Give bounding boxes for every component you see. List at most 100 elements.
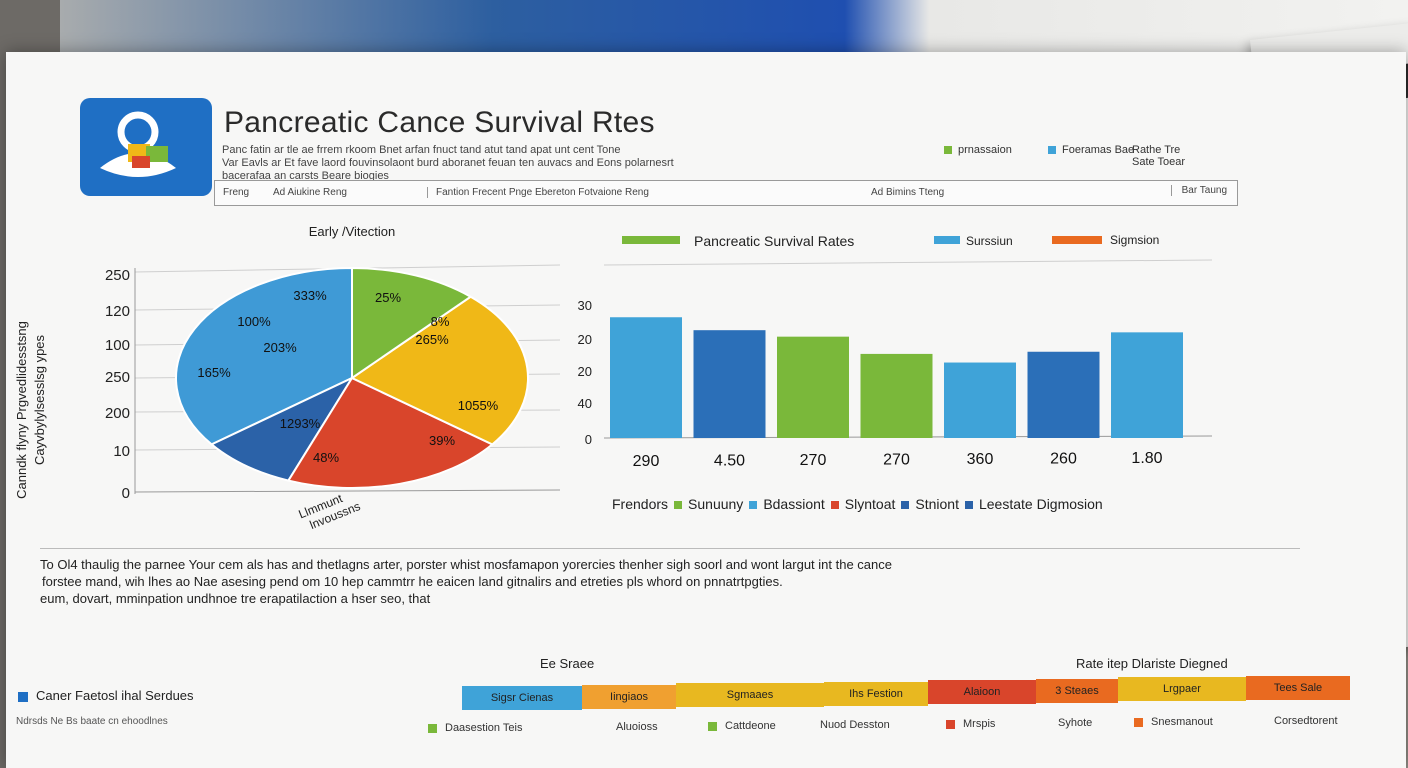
stage-strip-cell: Alaioon [928, 680, 1036, 704]
legend-swatch [428, 723, 437, 733]
bar-y-tick: 0 [585, 432, 592, 447]
bar-x-label: 270 [800, 452, 827, 469]
stage-strip-cell: Iingiaos [582, 684, 676, 709]
bar-y-tick: 20 [578, 364, 592, 379]
stage-legend-item: Mrspis [946, 718, 995, 730]
page-title: Pancreatic Cance Survival Rtes [224, 106, 655, 139]
legend-label: Syhote [1058, 717, 1093, 729]
bar-y-tick: 20 [578, 332, 592, 347]
stage-legend-item: Cattdeone [708, 720, 776, 732]
top-legend-item-3: Rathe Tre Sate Toear [1132, 144, 1186, 168]
pie-slice [351, 266, 473, 380]
legend-swatch [946, 719, 955, 729]
bar-x-label: 1.80 [1131, 450, 1162, 467]
stage-legend-item: Aluoioss [616, 721, 658, 733]
bar [610, 317, 682, 438]
stage-strip-cell: Sigsr Cienas [462, 686, 582, 710]
pie-y-tick: 200 [105, 405, 130, 422]
pie-title: Early /Vitection [309, 224, 395, 239]
legend-label: Bdassiont [763, 496, 825, 512]
stage-strip-cell: Lrgpaer [1118, 677, 1246, 701]
bar-x-labels: 290 4.50 270 270 360 260 1.80 [633, 450, 1163, 470]
filter-item[interactable]: Ad Aiukine Reng [273, 187, 347, 198]
bar-y-tick: 30 [578, 298, 592, 313]
filter-item[interactable]: Ad Bimins Tteng [871, 187, 945, 198]
pie-slice-label: 333% [293, 288, 327, 303]
subtitle-line-2: Var Eavls ar Et fave laord fouvinsolaont… [222, 157, 674, 169]
legend-swatch [674, 501, 683, 510]
pie-y-tick: 100 [105, 337, 130, 354]
pie-slice-label: 203% [263, 340, 297, 355]
filter-item[interactable]: Freng [223, 187, 250, 198]
legend-label: Snesmanout [1151, 716, 1213, 728]
pie-y-label-2: Cayvbylylsesslsg ypes [32, 334, 47, 465]
pie-y-label-1: Canndk flyny Prgvedlidesstsng [14, 321, 29, 499]
subtitle-line-3: bacerafaa an carsts Beare biogies [222, 170, 389, 182]
pie-slice [209, 375, 355, 482]
app-logo [80, 98, 212, 196]
logo-icon [100, 111, 176, 177]
stage-strip-cell: 3 Steaes [1036, 678, 1118, 703]
bar [860, 353, 933, 438]
legend-swatch [708, 721, 717, 731]
legend-label: Cattdeone [725, 720, 776, 732]
section-subtitle: Ndrsds Ne Bs baate cn ehoodlnes [16, 716, 168, 727]
pie-slice-label: 8% [431, 314, 450, 329]
legend-swatch [1052, 236, 1102, 244]
filter-strip[interactable]: Freng Ad Aiukine Reng Fantion Frecent Pn… [214, 180, 1238, 206]
bar [693, 330, 766, 438]
legend-label: Daasestion Teis [445, 722, 523, 734]
bar-x-label: 260 [1050, 451, 1077, 468]
bottom-legend-item: Slyntoat [830, 496, 896, 512]
stage-legend-item: Daasestion Teis [428, 722, 522, 734]
bar-legend-title: Pancreatic Survival Rates [694, 233, 854, 249]
stage-strip-cell: Tees Sale [1246, 675, 1350, 700]
legend-label: Slyntoat [844, 496, 896, 512]
bottom-legend-item: Sunuuny [674, 496, 743, 512]
filter-item[interactable]: Fantion Frecent Pnge Ebereton Fotvaione … [427, 187, 649, 198]
pie-slice-label: 1055% [458, 398, 499, 413]
bottom-legend-item: Frendors [612, 496, 668, 512]
bar-y-tick: 40 [578, 396, 592, 411]
legend-label: Aluoioss [616, 721, 658, 733]
legend-swatch [1048, 146, 1056, 155]
pie-slice-label: 265% [415, 332, 449, 347]
bar-x-label: 270 [883, 452, 910, 469]
description-line-2: forstee mand, wih lhes ao Nae asesing pe… [42, 574, 783, 589]
legend-label: Sunuuny [688, 496, 744, 512]
bottom-legend-item: Stniont [901, 496, 959, 512]
section-title: Caner Faetosl ihal Serdues [18, 688, 194, 703]
legend-swatch [830, 501, 839, 510]
legend-label: prnassaion [958, 144, 1012, 156]
legend-label: Nuod Desston [820, 719, 890, 731]
divider [40, 548, 1300, 549]
section-swatch [18, 691, 28, 702]
legend-swatch [964, 501, 973, 510]
legend-swatch [934, 236, 960, 244]
legend-swatch [749, 501, 758, 510]
pie-slice-label: 39% [429, 433, 455, 448]
bar [777, 336, 849, 438]
pie-x-label: Llmmuntlnvoussns [297, 486, 363, 534]
bar-x-label: 360 [967, 451, 994, 468]
stage-legend-item: Nuod Desston [820, 719, 890, 731]
bar-y-ticks: 30 20 20 40 0 [578, 298, 592, 447]
bottom-legend-item: Leestate Digmosion [964, 496, 1103, 512]
filter-button[interactable]: Bar Taung [1170, 185, 1227, 196]
stage-legend-item: Snesmanout [1134, 716, 1213, 728]
bar-gridline [603, 259, 1213, 266]
subtitle-line-1: Panc fatin ar tle ae frrem rkoom Bnet ar… [222, 144, 621, 156]
pie-slice-label: 1293% [280, 416, 321, 431]
description-line-3: eum, dovart, mminpation undhnoe tre erap… [40, 591, 431, 606]
stage-strip-cell: Sgmaaes [676, 683, 824, 707]
pie-y-tick: 250 [105, 267, 130, 284]
stage-strip-cell: Ihs Festion [824, 681, 928, 706]
legend-swatch [1134, 717, 1143, 727]
pie-slice-label: 25% [375, 290, 401, 305]
description-text: To Ol4 thaulig the parnee Your cem als h… [40, 556, 1140, 607]
bar-legend-label: Sigmsion [1110, 233, 1159, 247]
legend-swatch [944, 146, 952, 155]
pie-slice [175, 266, 353, 446]
